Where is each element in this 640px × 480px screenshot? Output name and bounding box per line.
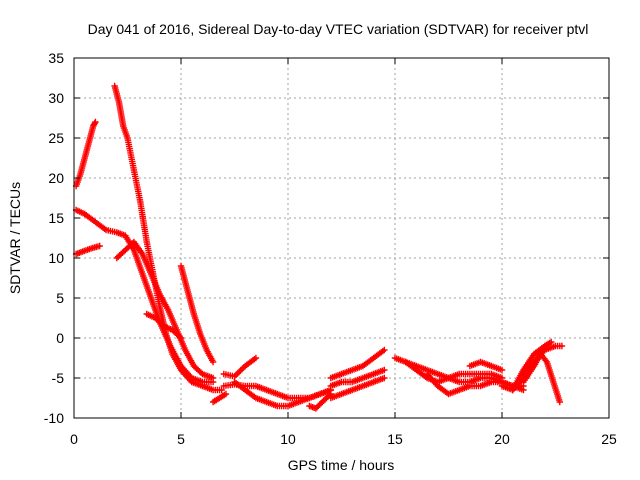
x-tick-label: 25: [601, 431, 617, 447]
y-tick-label: -10: [44, 410, 64, 426]
x-tick-label: 10: [280, 431, 296, 447]
y-tick-label: 15: [48, 210, 64, 226]
data-point: [235, 368, 243, 376]
x-tick-label: 0: [70, 431, 78, 447]
data-point: [498, 366, 506, 374]
y-tick-label: -5: [52, 370, 65, 386]
y-tick-label: 35: [48, 50, 64, 66]
data-point: [197, 369, 205, 376]
series-arc-17: [402, 358, 527, 390]
data-point: [232, 371, 240, 379]
data-point: [381, 366, 388, 374]
series-arc-7: [177, 262, 217, 366]
data-point: [96, 242, 103, 250]
x-tick-label: 20: [494, 431, 510, 447]
ticks-layer: [73, 57, 610, 419]
data-point: [209, 374, 217, 382]
data-point: [92, 118, 99, 126]
data-points-layer: [72, 82, 566, 412]
y-tick-label: 20: [48, 170, 64, 186]
series-arc-22: [520, 350, 563, 406]
series-arc-8: [209, 390, 230, 406]
series-arc-19: [466, 358, 506, 374]
data-point: [176, 333, 183, 340]
data-point: [222, 390, 230, 398]
data-point: [520, 386, 527, 394]
chart-title: Day 041 of 2016, Sidereal Day-to-day VTE…: [88, 21, 589, 37]
data-point: [91, 120, 98, 127]
series-arc-11: [220, 381, 334, 402]
data-point: [548, 338, 555, 346]
series-arc-9: [220, 354, 260, 380]
series-arc-2: [72, 242, 103, 258]
tick-labels-layer: 0 5 10 15 20 25 -10 -5 0 5 10 15 20 25 30 35: [44, 50, 617, 447]
series-arc-4: [111, 82, 225, 394]
y-tick-label: 5: [56, 290, 64, 306]
series-arc-21: [509, 338, 555, 394]
y-tick-label: 30: [48, 90, 64, 106]
data-point: [252, 354, 260, 362]
data-point: [218, 386, 225, 394]
y-axis-label: SDTVAR / TECUs: [7, 182, 23, 294]
x-tick-label: 15: [387, 431, 403, 447]
x-tick-label: 5: [177, 431, 185, 447]
data-point: [209, 358, 217, 366]
y-tick-label: 0: [56, 330, 64, 346]
series-arc-12: [306, 390, 334, 412]
series-arc-14: [327, 366, 388, 390]
series-arc-13: [327, 346, 388, 382]
plot-area-frame: [73, 57, 610, 419]
series-arc-15: [327, 374, 388, 402]
data-point: [558, 342, 566, 350]
data-point: [556, 398, 563, 406]
series-arc-5: [113, 238, 217, 382]
data-point: [381, 346, 388, 354]
y-tick-label: 10: [48, 250, 64, 266]
series-arc-1: [72, 118, 99, 190]
series-arc-6: [143, 310, 185, 342]
y-tick-label: 25: [48, 130, 64, 146]
x-axis-label: GPS time / hours: [288, 457, 395, 473]
data-point: [238, 365, 246, 373]
data-point: [237, 367, 244, 374]
data-point: [381, 374, 388, 382]
data-point: [177, 334, 185, 342]
